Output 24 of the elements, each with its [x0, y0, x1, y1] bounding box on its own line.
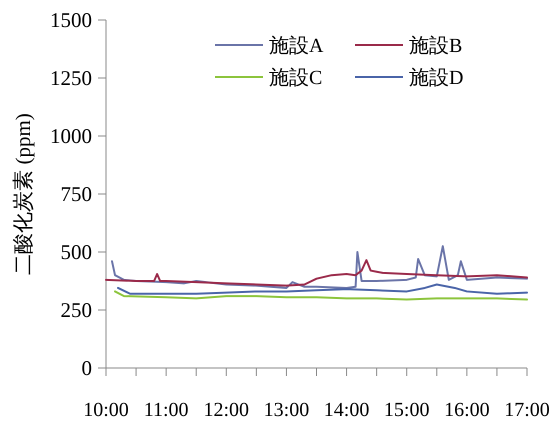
- y-tick-label: 250: [60, 298, 92, 322]
- x-tick-label: 15:00: [384, 399, 430, 421]
- legend-label: 施設D: [409, 67, 464, 89]
- y-tick-label: 0: [82, 356, 92, 380]
- y-axis-title: 二酸化炭素 (ppm): [11, 113, 35, 275]
- legend-label: 施設C: [269, 67, 322, 89]
- legend-label: 施設A: [269, 35, 324, 57]
- y-tick-label: 750: [60, 182, 92, 206]
- x-tick-label: 12:00: [204, 399, 250, 421]
- y-tick-label: 1500: [50, 8, 92, 32]
- line-series: [111, 245, 528, 289]
- line-series: [114, 290, 528, 301]
- x-tick-label: 11:00: [144, 399, 189, 421]
- x-tick-label: 10:00: [83, 399, 129, 421]
- y-tick-label: 1250: [50, 66, 92, 90]
- x-tick-label: 13:00: [264, 399, 310, 421]
- x-tick-label: 17:00: [504, 399, 550, 421]
- y-tick-label: 500: [60, 240, 92, 264]
- y-tick-label: 1000: [50, 124, 92, 148]
- line-series: [105, 259, 528, 287]
- line-series: [117, 283, 528, 295]
- legend-label: 施設B: [409, 35, 462, 57]
- x-tick-label: 14:00: [324, 399, 370, 421]
- x-tick-label: 16:00: [444, 399, 490, 421]
